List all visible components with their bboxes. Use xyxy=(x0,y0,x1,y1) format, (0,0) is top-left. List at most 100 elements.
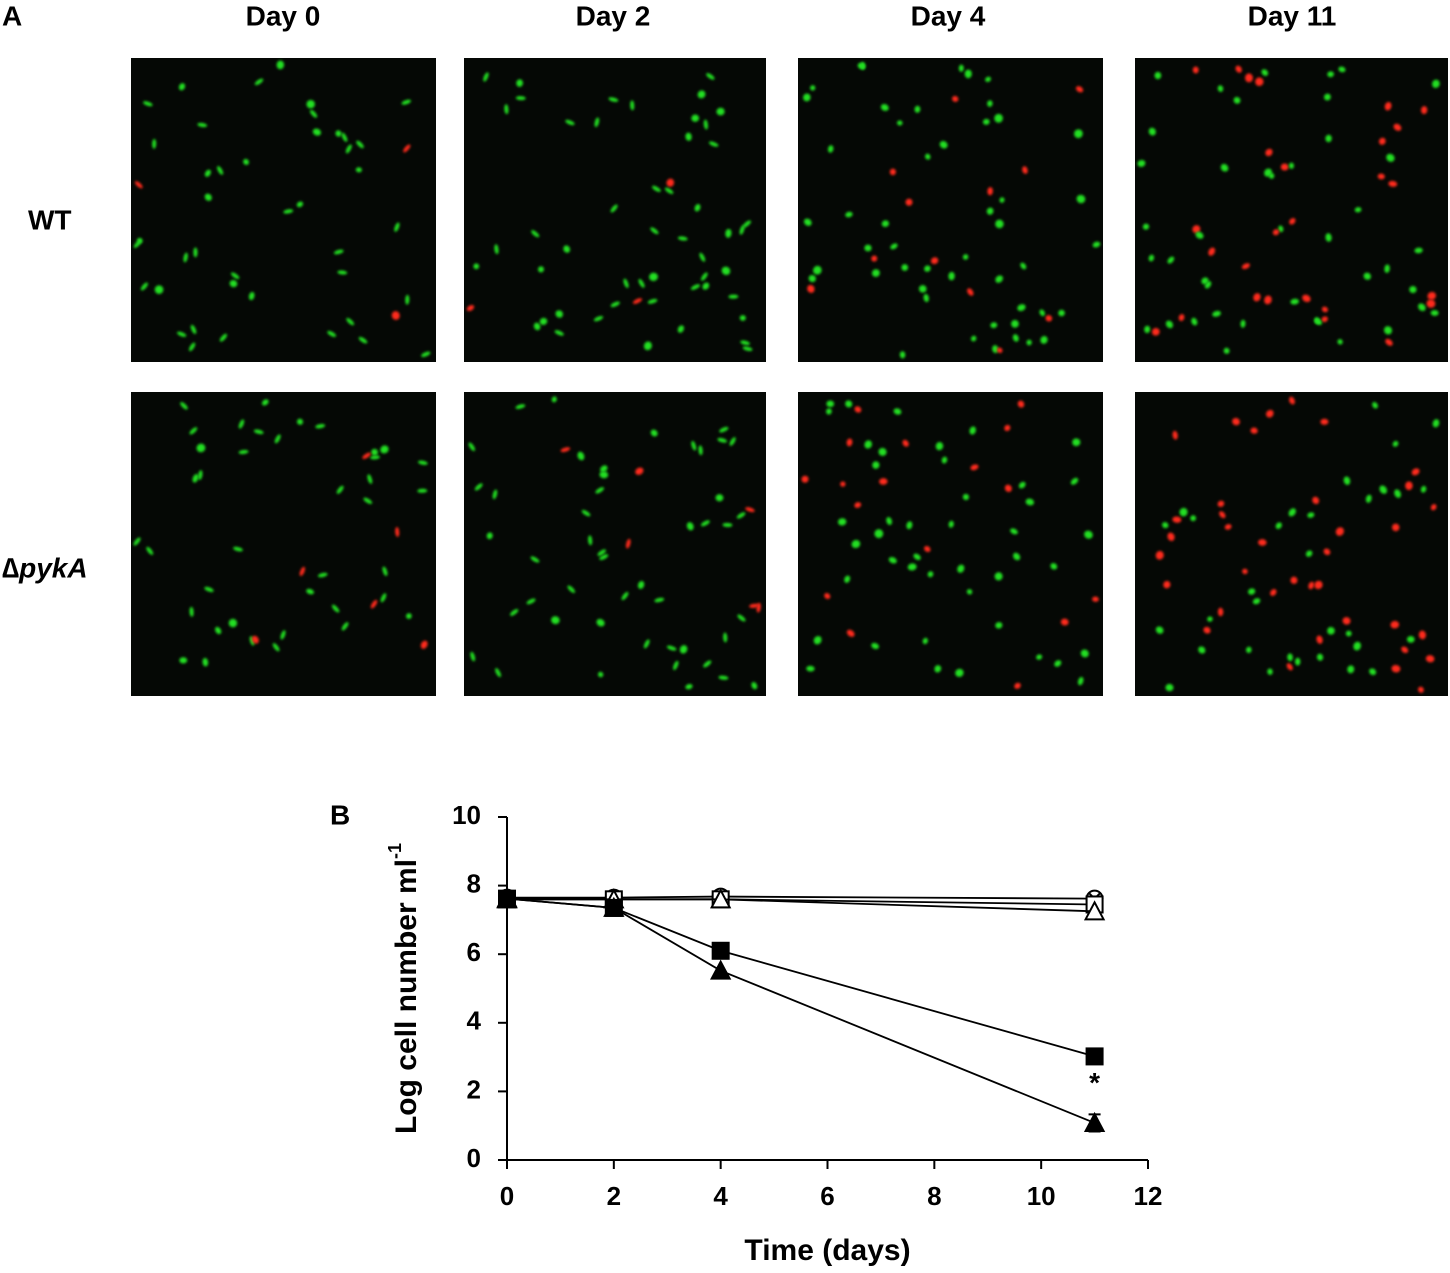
cell-dot xyxy=(312,128,322,136)
cell-dot xyxy=(1192,66,1199,74)
cell-dot xyxy=(697,90,706,99)
cell-dot xyxy=(1233,96,1241,104)
cell-dot xyxy=(1432,419,1440,428)
cell-dot xyxy=(140,282,148,291)
x-axis-label: Time (days) xyxy=(744,1234,910,1267)
cell-dot xyxy=(630,100,635,111)
cell-dot xyxy=(1208,247,1216,256)
cell-dot xyxy=(1320,418,1329,425)
cell-dot xyxy=(516,79,524,87)
cell-dot xyxy=(871,255,878,262)
cell-dot xyxy=(134,181,143,189)
cell-dot xyxy=(555,310,564,318)
cell-dot xyxy=(1155,550,1164,560)
cell-dot xyxy=(1314,580,1323,590)
y-tick-label: 6 xyxy=(467,937,481,967)
cell-dot xyxy=(219,333,228,342)
cell-dot xyxy=(1178,314,1185,322)
series-line xyxy=(506,897,1095,1124)
cell-dot xyxy=(1203,626,1211,634)
y-tick-label: 4 xyxy=(467,1006,482,1036)
cell-dot xyxy=(666,645,677,651)
cell-dot xyxy=(987,187,993,196)
cell-dot xyxy=(728,294,739,299)
cell-dot xyxy=(192,474,199,483)
cell-dot xyxy=(204,586,214,592)
cell-dot xyxy=(1363,272,1371,280)
cell-dot xyxy=(243,158,250,165)
cell-dot xyxy=(874,529,884,539)
cell-dot xyxy=(966,589,973,595)
cell-dot xyxy=(969,426,976,435)
micrograph-background xyxy=(1135,58,1448,362)
cell-dot xyxy=(1392,440,1399,447)
cell-dot xyxy=(1241,263,1250,270)
cell-dot xyxy=(473,263,480,270)
cell-dot xyxy=(967,288,974,296)
cell-dot xyxy=(1010,528,1018,535)
cell-dot xyxy=(1148,254,1155,262)
cell-dot xyxy=(610,301,620,308)
cell-dot xyxy=(1287,653,1293,662)
cell-dot xyxy=(941,456,948,464)
cell-dot xyxy=(808,274,816,283)
cell-dot xyxy=(955,668,964,677)
cell-dot xyxy=(826,408,832,415)
cell-dot xyxy=(1384,264,1390,273)
cell-dot xyxy=(1137,159,1146,167)
cell-dot xyxy=(1248,588,1256,595)
cell-dot xyxy=(143,101,153,107)
cell-dot xyxy=(652,185,661,192)
cell-dot xyxy=(1265,148,1273,157)
cell-dot xyxy=(739,225,745,235)
cell-dot xyxy=(723,632,728,643)
cell-dot xyxy=(193,247,198,258)
cell-dot xyxy=(233,546,243,552)
cell-dot xyxy=(913,553,921,561)
micrograph xyxy=(464,58,766,362)
cell-dot xyxy=(691,114,700,122)
cell-dot xyxy=(845,400,853,408)
cell-dot xyxy=(1004,424,1011,432)
cell-dot xyxy=(923,293,929,303)
cell-dot xyxy=(341,132,348,142)
cell-dot xyxy=(406,613,412,619)
cell-dot xyxy=(880,104,889,111)
cell-dot xyxy=(886,516,893,526)
cell-dot xyxy=(563,245,571,253)
cell-dot xyxy=(700,520,710,527)
cell-dot xyxy=(317,572,328,578)
cell-dot xyxy=(962,254,969,260)
cell-dot xyxy=(1391,664,1401,673)
cell-dot xyxy=(1337,339,1343,345)
cell-dot xyxy=(716,107,725,116)
cell-dot xyxy=(703,119,708,130)
cell-dot xyxy=(935,441,944,451)
cell-dot xyxy=(1165,320,1174,329)
cell-dot xyxy=(1421,106,1428,115)
cell-dot xyxy=(679,645,688,654)
cell-dot xyxy=(355,167,362,173)
cell-dot xyxy=(1316,635,1323,644)
cell-dot xyxy=(719,426,729,433)
cell-dot xyxy=(749,603,759,608)
cell-dot xyxy=(844,575,851,583)
cell-dot xyxy=(251,635,259,644)
cell-dot xyxy=(1246,646,1252,654)
cell-dot xyxy=(635,467,644,475)
cell-dot xyxy=(699,252,706,262)
y-tick-label: 10 xyxy=(452,800,481,830)
column-header: Day 2 xyxy=(576,0,651,31)
cell-dot xyxy=(1386,153,1395,162)
cell-dot xyxy=(1204,281,1212,289)
cell-dot xyxy=(878,447,887,456)
y-tick-label: 8 xyxy=(467,868,481,898)
cell-dot xyxy=(599,554,609,560)
cell-dot xyxy=(189,427,198,435)
cell-dot xyxy=(1154,71,1162,80)
cell-dot xyxy=(371,448,378,456)
cell-dot xyxy=(987,100,993,107)
cell-dot xyxy=(176,331,187,337)
cell-dot xyxy=(992,345,999,354)
cell-dot xyxy=(1418,630,1427,640)
